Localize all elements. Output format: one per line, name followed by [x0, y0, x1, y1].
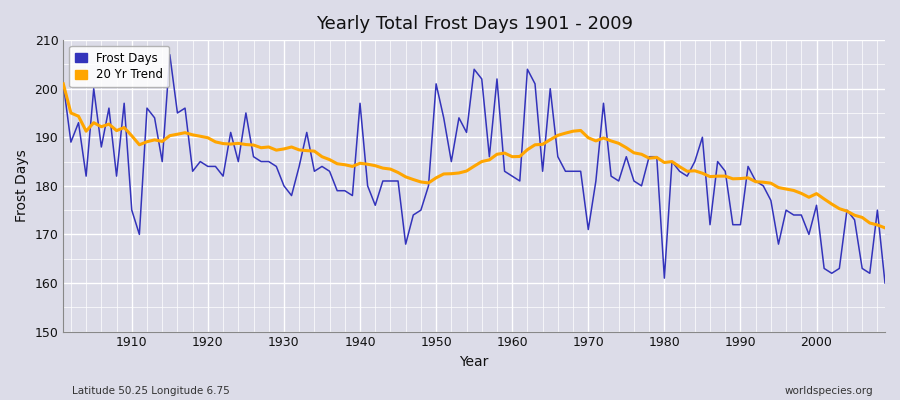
Line: Frost Days: Frost Days: [63, 55, 885, 283]
Frost Days: [165, 52, 176, 57]
Frost Days: [879, 281, 890, 286]
20 Yr Trend: [332, 161, 343, 166]
20 Yr Trend: [507, 154, 517, 159]
Legend: Frost Days, 20 Yr Trend: Frost Days, 20 Yr Trend: [69, 46, 169, 87]
Y-axis label: Frost Days: Frost Days: [15, 150, 29, 222]
Frost Days: [119, 101, 130, 106]
X-axis label: Year: Year: [460, 355, 489, 369]
Title: Yearly Total Frost Days 1901 - 2009: Yearly Total Frost Days 1901 - 2009: [316, 15, 633, 33]
Frost Days: [507, 174, 517, 178]
20 Yr Trend: [286, 144, 297, 149]
Frost Days: [606, 174, 616, 178]
Frost Days: [293, 164, 304, 169]
20 Yr Trend: [500, 151, 510, 156]
20 Yr Trend: [598, 136, 609, 140]
Text: Latitude 50.25 Longitude 6.75: Latitude 50.25 Longitude 6.75: [72, 386, 230, 396]
20 Yr Trend: [58, 82, 68, 86]
Frost Days: [515, 178, 526, 183]
20 Yr Trend: [119, 125, 130, 130]
Text: worldspecies.org: worldspecies.org: [785, 386, 873, 396]
Frost Days: [58, 82, 68, 86]
20 Yr Trend: [879, 226, 890, 230]
Frost Days: [339, 188, 350, 193]
Line: 20 Yr Trend: 20 Yr Trend: [63, 84, 885, 228]
